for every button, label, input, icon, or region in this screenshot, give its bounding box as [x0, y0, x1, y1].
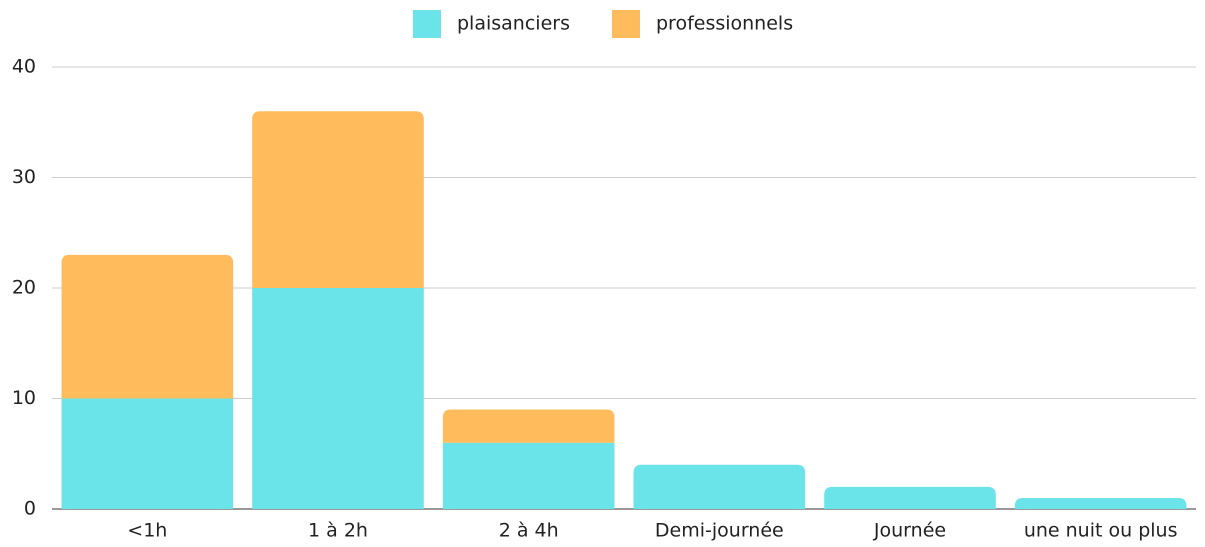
- y-tick-label: 40: [12, 56, 36, 78]
- bar-segment: [252, 288, 424, 509]
- legend-swatch: [413, 10, 441, 38]
- x-tick-label: Demi-journée: [655, 520, 784, 542]
- x-tick-label: 1 à 2h: [308, 520, 368, 542]
- bar-segment: [1014, 497, 1187, 509]
- legend-label: plaisanciers: [457, 13, 570, 35]
- bar-segment: [442, 409, 615, 443]
- x-tick-label: <1h: [127, 520, 167, 542]
- bar-segment: [442, 442, 615, 509]
- y-tick-label: 20: [12, 277, 36, 299]
- y-tick-label: 30: [12, 166, 36, 188]
- bar-segment: [633, 464, 806, 509]
- legend-label: professionnels: [656, 13, 793, 35]
- x-tick-label: Journée: [873, 520, 946, 542]
- legend-swatch: [611, 10, 640, 38]
- x-tick-label: 2 à 4h: [499, 520, 559, 542]
- bar-segment: [824, 486, 996, 509]
- bar-segment: [61, 398, 234, 509]
- bar-segment: [252, 111, 424, 288]
- y-tick-label: 0: [24, 498, 36, 520]
- bar-segment: [61, 254, 234, 399]
- x-tick-label: une nuit ou plus: [1024, 520, 1178, 542]
- y-tick-label: 10: [12, 387, 36, 409]
